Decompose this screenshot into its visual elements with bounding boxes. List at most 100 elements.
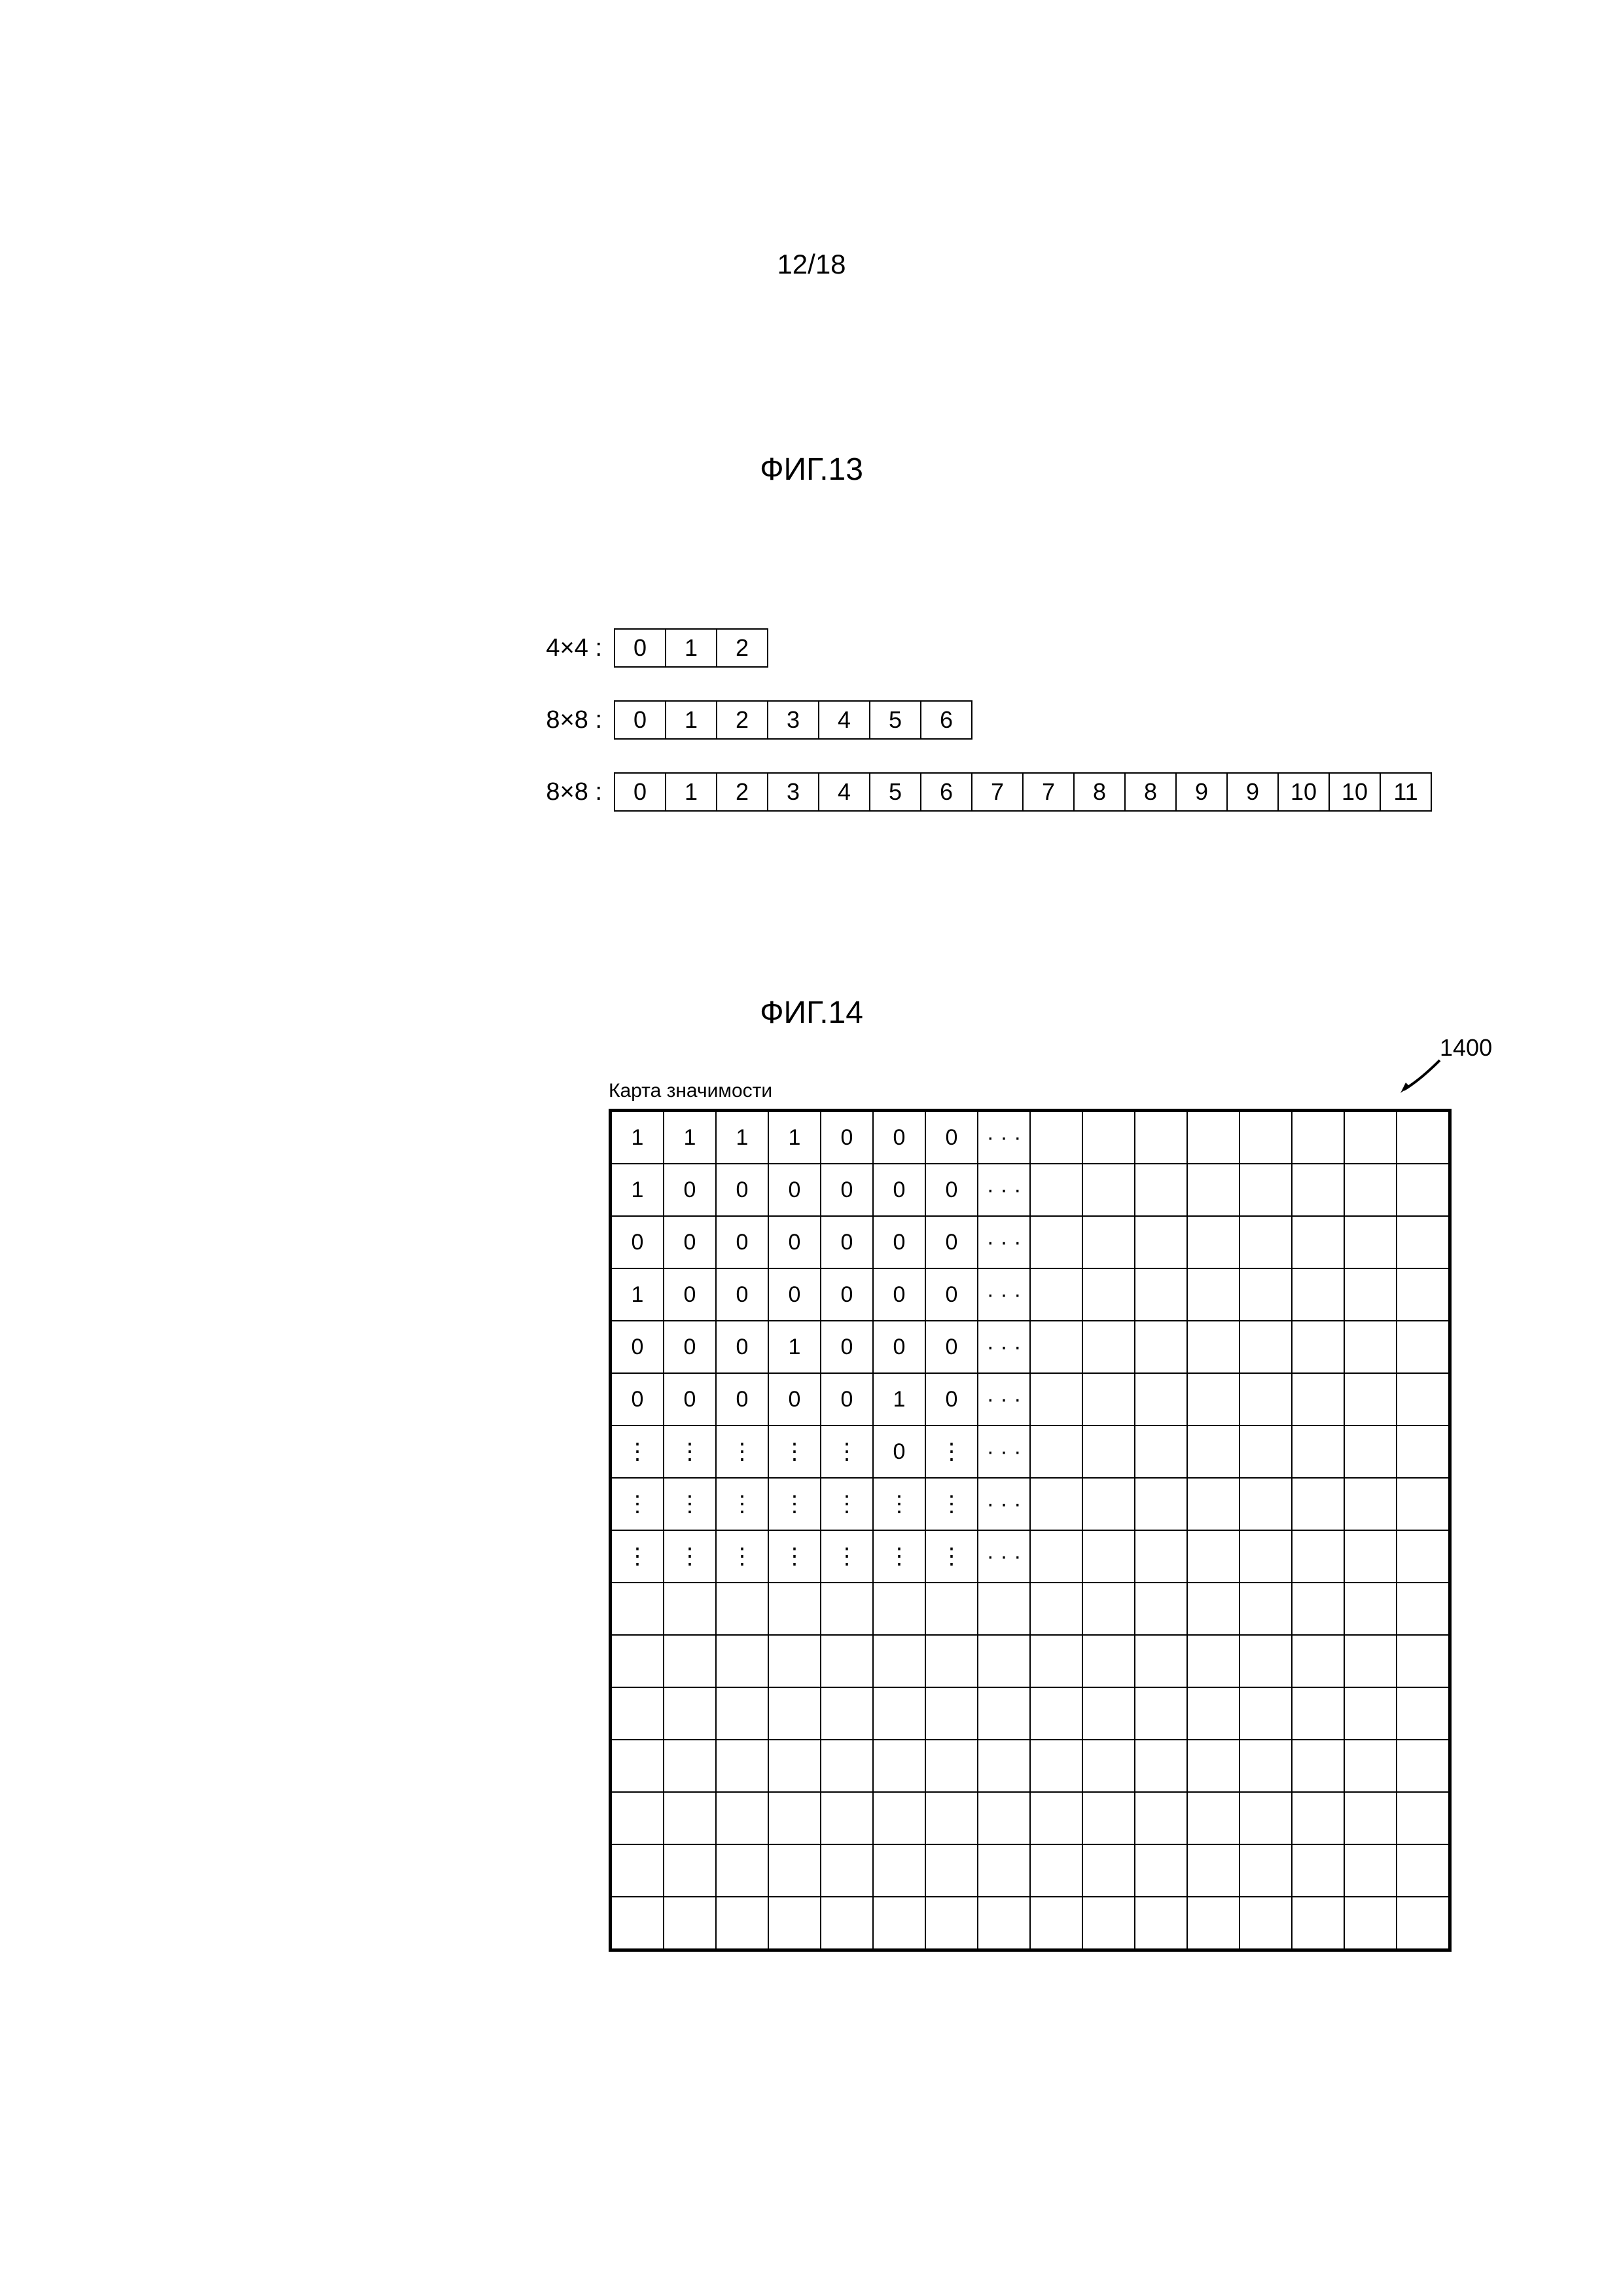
fig13-row: 4×4 :012 [524,628,1432,668]
map-cell [1240,1321,1292,1373]
map-cell [1397,1530,1449,1583]
map-cell [1030,1216,1082,1268]
map-cell [1082,1792,1135,1844]
fig13-cells: 0123456 [614,700,972,740]
map-cell [768,1897,821,1949]
map-cell: · · · [978,1530,1030,1583]
fig13-cell: 1 [665,700,717,740]
map-cell [1030,1530,1082,1583]
map-cell [664,1583,716,1635]
map-cell: · · · [978,1373,1030,1426]
map-cell [1292,1478,1344,1530]
map-cell: 0 [664,1268,716,1321]
map-cell [664,1687,716,1740]
map-cell [1397,1844,1449,1897]
map-cell [1397,1478,1449,1530]
fig13-cell: 9 [1175,772,1228,812]
map-cell [664,1844,716,1897]
map-cell [1240,1844,1292,1897]
map-cell [1135,1268,1187,1321]
map-cell [1082,1583,1135,1635]
map-cell [1240,1373,1292,1426]
map-cell [664,1792,716,1844]
map-cell [1082,1740,1135,1792]
map-cell [611,1583,664,1635]
map-cell: ⋮ [664,1426,716,1478]
map-cell [611,1687,664,1740]
map-cell [1397,1164,1449,1216]
map-cell [1082,1687,1135,1740]
map-cell [925,1844,978,1897]
map-cell: 0 [768,1164,821,1216]
map-cell: 1 [873,1373,925,1426]
map-cell [1135,1844,1187,1897]
map-cell: 0 [873,1321,925,1373]
fig13-cell: 1 [665,628,717,668]
fig13-cell: 8 [1073,772,1126,812]
map-cell [1030,1583,1082,1635]
fig13-cell: 10 [1277,772,1330,812]
map-cell [1397,1740,1449,1792]
map-cell [1344,1583,1397,1635]
map-cell [925,1635,978,1687]
map-cell [1187,1216,1240,1268]
map-cell [1292,1897,1344,1949]
map-cell [1135,1530,1187,1583]
map-cell: 0 [925,1164,978,1216]
fig13-cell: 11 [1380,772,1432,812]
map-cell [1030,1373,1082,1426]
map-cell [1397,1321,1449,1373]
map-cell [1292,1844,1344,1897]
map-cell [925,1792,978,1844]
map-cell: 1 [768,1321,821,1373]
map-cell [1292,1426,1344,1478]
map-cell [1344,1111,1397,1164]
fig13-cell: 4 [818,700,870,740]
fig14-caption: Карта значимости [609,1080,1452,1102]
map-cell [664,1897,716,1949]
map-cell [1082,1635,1135,1687]
map-cell [716,1687,768,1740]
map-cell [1397,1111,1449,1164]
map-cell [873,1792,925,1844]
map-cell: · · · [978,1164,1030,1216]
map-cell: 0 [925,1111,978,1164]
map-cell [1135,1897,1187,1949]
map-cell [1135,1478,1187,1530]
map-cell [716,1897,768,1949]
map-cell [716,1740,768,1792]
map-cell [664,1740,716,1792]
map-cell [1187,1321,1240,1373]
map-cell [1292,1321,1344,1373]
map-cell: 0 [925,1373,978,1426]
map-cell [1240,1530,1292,1583]
map-cell [1135,1792,1187,1844]
map-cell [1187,1635,1240,1687]
map-cell: 0 [611,1373,664,1426]
map-cell [611,1740,664,1792]
map-cell: 0 [925,1268,978,1321]
map-cell [1187,1478,1240,1530]
map-cell [1344,1321,1397,1373]
fig13-cell: 0 [614,628,666,668]
fig13-cell: 2 [716,772,768,812]
map-cell [1292,1687,1344,1740]
fig13-row: 8×8 :0123456778899101011 [524,772,1432,812]
map-cell [873,1740,925,1792]
map-cell [1397,1426,1449,1478]
fig13-row-label: 4×4 : [524,634,602,662]
map-cell: · · · [978,1478,1030,1530]
fig13-cell: 8 [1124,772,1177,812]
map-cell [1397,1268,1449,1321]
map-cell: 0 [611,1321,664,1373]
map-cell: ⋮ [716,1530,768,1583]
map-cell [611,1844,664,1897]
map-cell [1030,1164,1082,1216]
map-cell [716,1792,768,1844]
map-cell [1135,1373,1187,1426]
map-cell [1082,1164,1135,1216]
map-cell: 0 [768,1373,821,1426]
map-cell [1292,1216,1344,1268]
map-cell [821,1583,873,1635]
map-cell: 0 [925,1321,978,1373]
